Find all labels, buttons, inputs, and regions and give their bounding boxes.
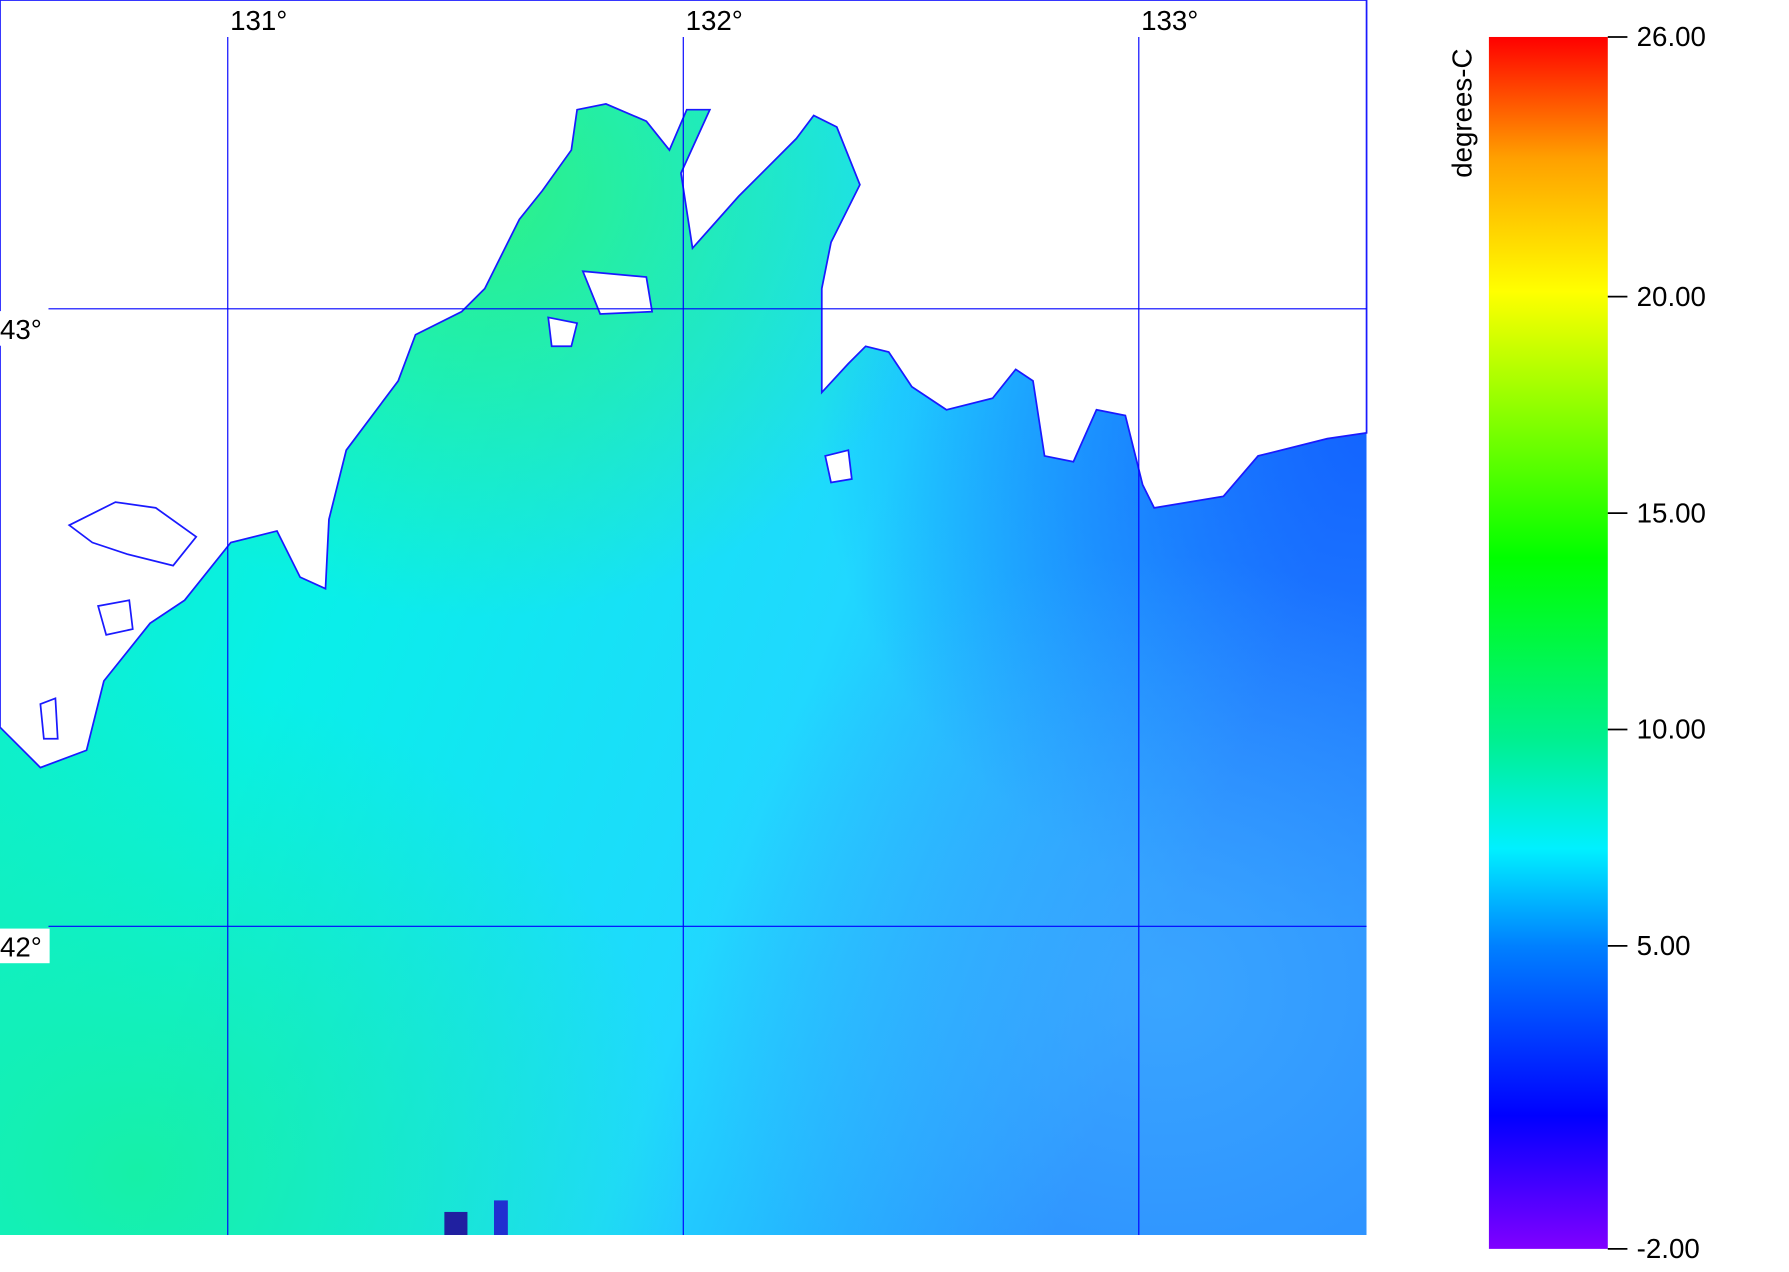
lat-label: 42° bbox=[0, 931, 42, 962]
land bbox=[0, 0, 1368, 769]
lat-label-bg bbox=[0, 928, 50, 964]
colorbar-tick-label: 26.00 bbox=[1637, 21, 1706, 52]
colorbar-tick-label: 20.00 bbox=[1637, 281, 1706, 312]
colorbar-tick-label: -2.00 bbox=[1637, 1233, 1700, 1264]
lat-label: 43° bbox=[0, 314, 42, 345]
lon-label: 132° bbox=[686, 5, 743, 36]
colorbar bbox=[1488, 36, 1608, 1249]
colorbar-tick-label: 15.00 bbox=[1637, 497, 1706, 528]
lon-label: 133° bbox=[1141, 5, 1198, 36]
lon-label: 131° bbox=[230, 5, 287, 36]
lat-label-bg bbox=[0, 311, 50, 346]
graticule bbox=[48, 36, 1367, 1236]
colorbar-tick-label: 5.00 bbox=[1637, 930, 1691, 961]
colorbar-tick-label: 10.00 bbox=[1637, 714, 1706, 745]
colorbar-label: degrees-C bbox=[1447, 49, 1478, 178]
